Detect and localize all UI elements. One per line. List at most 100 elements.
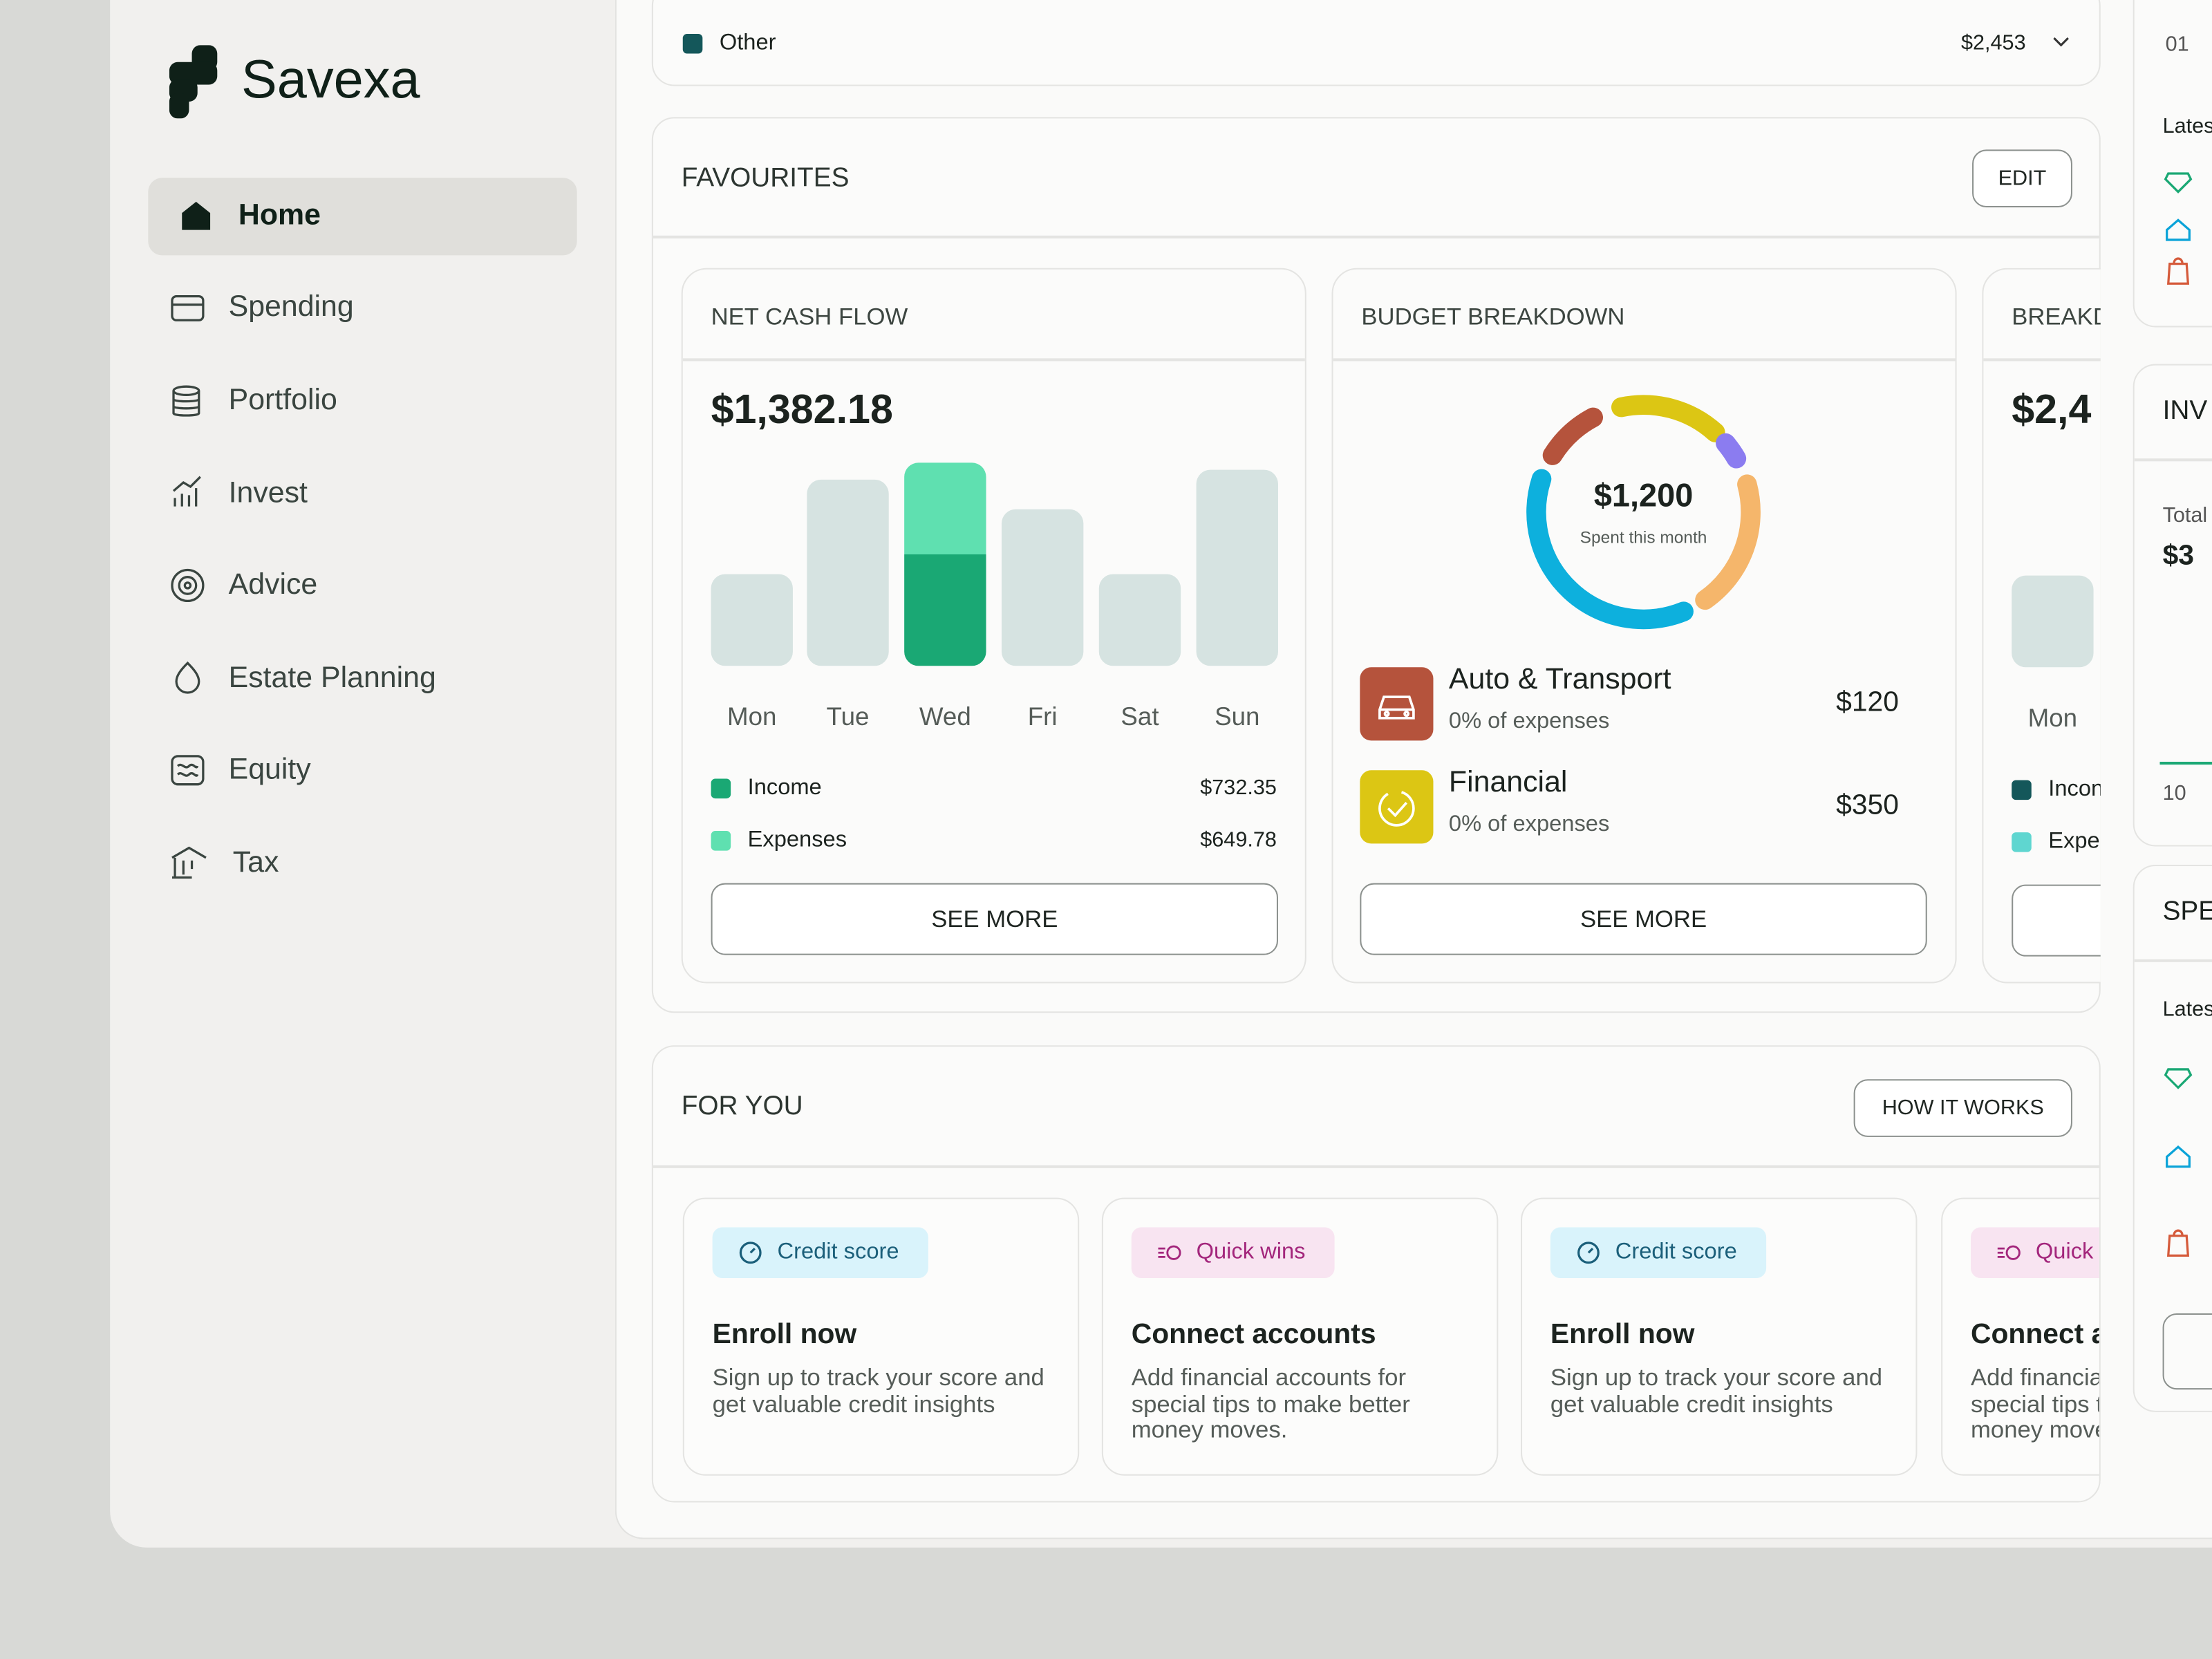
nav-item[interactable]: Spending (228, 290, 354, 324)
right-card: INV Total $3 10 (2133, 364, 2212, 847)
icons (2164, 172, 2193, 285)
for-you-card: FOR YOU HOW IT WORKS Credit score Enroll … (651, 1045, 2101, 1503)
day-label: Tue (826, 702, 870, 731)
right-card: SPE Lates (2133, 865, 2212, 1412)
legend-swatch (711, 778, 731, 799)
label: INV (2162, 396, 2208, 427)
bar (711, 574, 793, 666)
row-label: Other (719, 30, 776, 55)
third-clip: BREAKD $2,4 Mon Incon Expe (1982, 268, 2101, 984)
tag-icon (1577, 1241, 1600, 1264)
donut-segment (1716, 433, 1747, 469)
day-label: Sun (1215, 702, 1260, 731)
item-name: Auto & Transport (1448, 663, 1671, 696)
donut-segment (1695, 474, 1761, 610)
tip-title: Connect accounts (1131, 1319, 1376, 1351)
label: Total (2162, 503, 2208, 528)
day-label: Fri (1027, 702, 1058, 731)
label: 10 (2162, 781, 2186, 806)
label: Lates (2162, 997, 2212, 1022)
item-sub: 0% of expenses (1448, 812, 1610, 837)
divider (653, 1165, 2099, 1168)
donut-segment (1542, 407, 1604, 465)
nav-active[interactable] (148, 178, 577, 256)
legend-label: Expe (2048, 829, 2100, 854)
legend-label: Income (747, 776, 822, 800)
category-icon (1360, 667, 1434, 741)
legend-swatch (2012, 780, 2032, 800)
label: 01 (2165, 32, 2189, 57)
day-label: Wed (919, 702, 971, 731)
card-title: BREAKD (2012, 303, 2101, 330)
donut-segment (1611, 395, 1725, 442)
how-it-works-button[interactable]: HOW IT WORKS (1853, 1079, 2072, 1137)
see-more-button[interactable]: SEE MORE (1360, 883, 1927, 955)
bar (2012, 575, 2094, 668)
nav-item[interactable]: Advice (228, 568, 318, 601)
nav-item[interactable]: Equity (228, 753, 311, 786)
chevron[interactable] (2051, 35, 2071, 49)
tag: Quick wins (1971, 1227, 2099, 1278)
bar (1098, 574, 1181, 666)
item-amount: $350 (1836, 789, 1899, 821)
donut-value: $1,200 (1593, 476, 1694, 514)
row-amount: $2,453 (1960, 30, 2026, 55)
donut-segment (1526, 469, 1694, 630)
divider (2134, 458, 2212, 461)
tag-icon (1158, 1245, 1181, 1260)
bar (1196, 469, 1278, 666)
bar-active (904, 462, 986, 666)
logo (169, 45, 218, 119)
label: SPE (2162, 897, 2212, 927)
tip-title: Connect accounts (1971, 1319, 2099, 1351)
nav-icons (171, 294, 207, 879)
divider (1333, 358, 1956, 361)
edit-button[interactable]: EDIT (1972, 149, 2072, 207)
button[interactable] (2012, 884, 2101, 957)
section-title: FOR YOU (681, 1091, 803, 1122)
see-more-button[interactable]: SEE MORE (711, 883, 1278, 955)
top-card: Other $2,453 (651, 0, 2101, 86)
tip-title: Enroll now (1550, 1319, 1695, 1351)
tag-label: Credit score (777, 1239, 899, 1264)
button[interactable] (2162, 1313, 2212, 1390)
label: Lates (2162, 114, 2212, 138)
nav-item[interactable]: Home (238, 198, 321, 232)
tip-text: Sign up to track your score and get valu… (1550, 1364, 1883, 1417)
item-sub: 0% of expenses (1448, 709, 1610, 734)
divider (2134, 959, 2212, 962)
tag-label: Quick wins (2035, 1239, 2099, 1264)
line (2159, 762, 2212, 765)
icons (2164, 1068, 2193, 1257)
donut (1526, 395, 1761, 630)
third-card: BREAKD $2,4 Mon Incon Expe (1982, 268, 2101, 984)
right-card: 01 Lates (2133, 0, 2212, 328)
bar (1001, 509, 1084, 666)
tip-card[interactable]: Credit score Enroll now Sign up to track y… (682, 1197, 1080, 1476)
nav-item[interactable]: Invest (228, 476, 308, 509)
brand: Savexa (241, 50, 420, 111)
tag-label: Quick wins (1196, 1239, 1306, 1264)
day-label: Mon (727, 702, 777, 731)
tip-text: Add financial accounts for special tips … (1131, 1364, 1410, 1443)
section-title: FAVOURITES (681, 163, 850, 194)
legend-label: Incon (2048, 777, 2101, 802)
legend-swatch (711, 831, 731, 851)
tag-icon (1997, 1245, 2021, 1260)
tip-card[interactable]: Quick wins Connect accounts Add financial … (1101, 1197, 1499, 1476)
nav-item[interactable]: Portfolio (228, 384, 337, 417)
tag-label: Credit score (1615, 1239, 1737, 1264)
divider (653, 235, 2099, 238)
nav-item[interactable]: Estate Planning (228, 662, 436, 695)
nav-item[interactable]: Tax (232, 846, 279, 879)
card-title: BUDGET BREAKDOWN (1361, 303, 1625, 330)
tip-card[interactable]: Quick wins Connect accounts Add financial … (1941, 1197, 2099, 1476)
label: $3 (2162, 540, 2194, 572)
day-label: Sat (1121, 702, 1159, 731)
item-name: Financial (1448, 766, 1568, 799)
tag: Credit score (712, 1227, 929, 1278)
tip-card[interactable]: Credit score Enroll now Sign up to track y… (1520, 1197, 1918, 1476)
divider (682, 358, 1305, 361)
legend-value: $732.35 (1200, 776, 1277, 800)
